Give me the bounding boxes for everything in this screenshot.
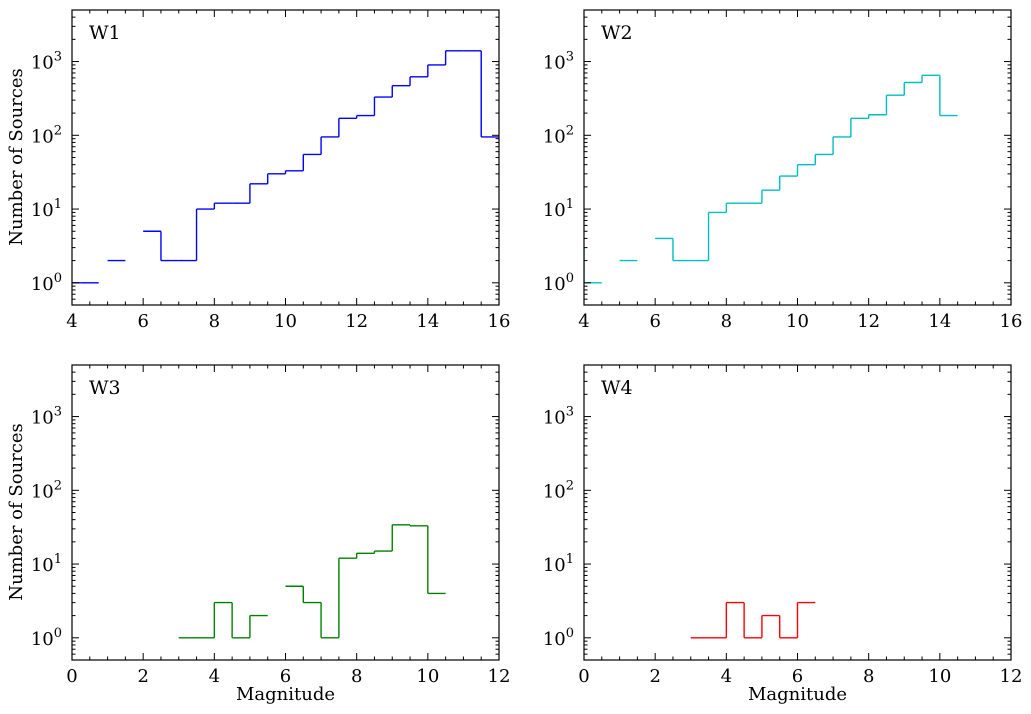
x-tick-label: 12 — [857, 311, 880, 332]
y-tick-label: 102 — [31, 123, 62, 147]
axes-frame — [71, 9, 500, 306]
x-tick-label: 12 — [488, 666, 511, 687]
y-tick-label: 100 — [543, 626, 574, 650]
histogram-steps — [72, 50, 499, 284]
axes-frame — [583, 9, 1012, 306]
y-axis-label: Number of Sources — [6, 423, 27, 600]
x-tick-label: 10 — [416, 666, 439, 687]
x-tick-label: 4 — [66, 311, 77, 332]
x-tick-label: 6 — [280, 666, 291, 687]
x-tick-label: 2 — [649, 666, 660, 687]
x-tick-label: 2 — [137, 666, 148, 687]
x-tick-label: 10 — [274, 311, 297, 332]
panel-label: W4 — [601, 377, 633, 399]
y-tick-label: 103 — [543, 50, 574, 74]
y-tick-label: 103 — [31, 50, 62, 74]
y-tick-label: 100 — [31, 271, 62, 295]
x-tick-label: 6 — [792, 666, 803, 687]
histogram-steps — [178, 524, 446, 639]
axes-frame — [71, 364, 500, 661]
x-tick-label: 8 — [351, 666, 362, 687]
panel-w1: 4 6 8 10 12 14 16 100 101 102 103 W1 Number of Sourc… — [6, 9, 511, 332]
y-tick-label: 100 — [31, 626, 62, 650]
x-tick-label: 12 — [345, 311, 368, 332]
y-tick-label: 102 — [543, 478, 574, 502]
panel-label: W1 — [89, 22, 121, 44]
y-tick-label: 103 — [543, 405, 574, 429]
x-tick-label: 6 — [649, 311, 660, 332]
histogram-steps — [690, 601, 816, 639]
panel-label: W3 — [89, 377, 121, 399]
y-tick-label: 100 — [543, 271, 574, 295]
panel-label: W2 — [601, 22, 633, 44]
y-axis-label: Number of Sources — [6, 68, 27, 245]
y-tick-label: 102 — [31, 478, 62, 502]
x-tick-label: 8 — [863, 666, 874, 687]
x-tick-label: 14 — [928, 311, 951, 332]
y-tick-label: 102 — [543, 123, 574, 147]
y-tick-label: 101 — [543, 552, 574, 576]
x-tick-label: 0 — [66, 666, 77, 687]
y-tick-label: 101 — [31, 197, 62, 221]
histogram-steps — [584, 74, 958, 284]
x-axis-label: Magnitude — [236, 684, 335, 705]
x-tick-label: 6 — [137, 311, 148, 332]
x-tick-label: 4 — [721, 666, 732, 687]
y-tick-label: 101 — [31, 552, 62, 576]
x-tick-label: 4 — [209, 666, 220, 687]
x-tick-label: 16 — [488, 311, 511, 332]
panel-w3: 0 2 4 6 8 10 12 100 101 102 103 W3 Magnitude Number o… — [6, 364, 511, 705]
panel-w2: 4 6 8 10 12 14 16 100 101 102 103 W2 — [543, 9, 1023, 332]
x-axis-label: Magnitude — [748, 684, 847, 705]
x-tick-label: 10 — [928, 666, 951, 687]
y-tick-label: 101 — [543, 197, 574, 221]
x-tick-label: 4 — [578, 311, 589, 332]
x-tick-label: 0 — [578, 666, 589, 687]
x-tick-label: 8 — [721, 311, 732, 332]
panel-w4: 0 2 4 6 8 10 12 100 101 102 103 W4 Magnitude — [543, 364, 1023, 705]
x-tick-label: 8 — [209, 311, 220, 332]
x-tick-label: 16 — [1000, 311, 1023, 332]
x-tick-label: 12 — [1000, 666, 1023, 687]
x-tick-label: 14 — [416, 311, 439, 332]
x-tick-label: 10 — [786, 311, 809, 332]
y-tick-label: 103 — [31, 405, 62, 429]
